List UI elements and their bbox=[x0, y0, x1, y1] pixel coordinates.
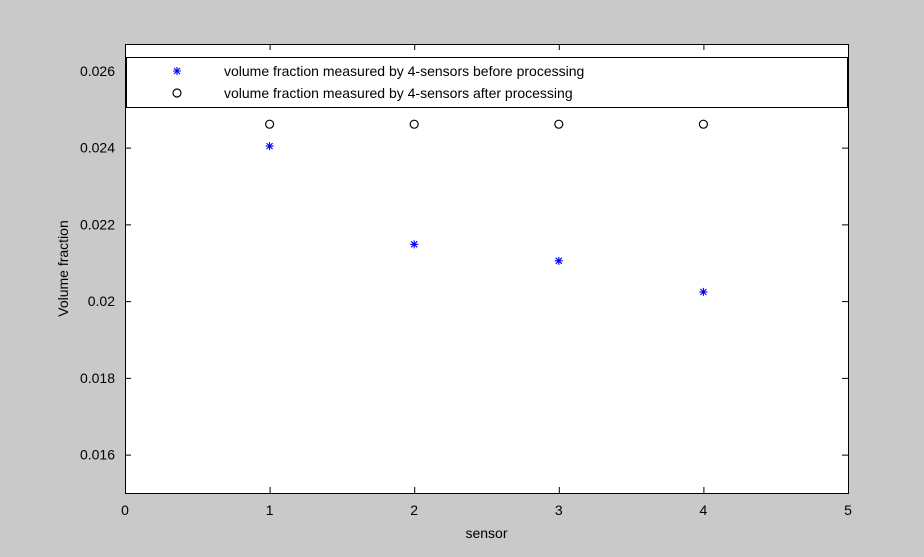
data-point bbox=[554, 119, 564, 129]
data-point bbox=[554, 256, 563, 265]
y-axis-label: Volume fraction bbox=[55, 220, 71, 317]
x-axis-label: sensor bbox=[465, 525, 507, 541]
y-tick-label: 0.024 bbox=[80, 140, 115, 156]
data-point bbox=[410, 240, 419, 249]
x-tick-label: 4 bbox=[700, 502, 708, 518]
plot-area bbox=[125, 44, 848, 493]
data-points bbox=[265, 119, 709, 296]
x-tick-label: 1 bbox=[266, 502, 274, 518]
x-tick-label: 5 bbox=[844, 502, 852, 518]
x-tick-labels: 0 1 2 3 4 5 bbox=[121, 502, 852, 518]
legend-item: volume fraction measured by 4-sensors be… bbox=[173, 63, 584, 79]
y-tick-labels: 0.016 0.018 0.02 0.022 0.024 0.026 bbox=[80, 63, 115, 463]
data-point bbox=[265, 119, 275, 129]
data-point bbox=[409, 119, 419, 129]
legend-box bbox=[126, 57, 848, 108]
legend: volume fraction measured by 4-sensors be… bbox=[126, 57, 848, 108]
y-tick-label: 0.018 bbox=[80, 370, 115, 386]
y-tick-label: 0.022 bbox=[80, 216, 115, 232]
x-tick-label: 3 bbox=[555, 502, 563, 518]
series-2 bbox=[265, 119, 709, 129]
legend-item: volume fraction measured by 4-sensors af… bbox=[172, 85, 573, 101]
legend-label: volume fraction measured by 4-sensors be… bbox=[224, 63, 584, 79]
x-tick-label: 0 bbox=[121, 502, 129, 518]
y-tick-label: 0.016 bbox=[80, 447, 115, 463]
data-point bbox=[265, 142, 274, 151]
data-point bbox=[698, 119, 709, 129]
y-tick-label: 0.026 bbox=[80, 63, 115, 79]
data-point bbox=[699, 287, 708, 296]
legend-marker bbox=[172, 88, 182, 98]
y-tick-label: 0.02 bbox=[88, 293, 115, 309]
plot-frame bbox=[125, 44, 849, 494]
x-tick-label: 2 bbox=[410, 502, 418, 518]
legend-marker bbox=[173, 67, 181, 75]
legend-label: volume fraction measured by 4-sensors af… bbox=[224, 85, 573, 101]
series-1 bbox=[265, 142, 708, 296]
